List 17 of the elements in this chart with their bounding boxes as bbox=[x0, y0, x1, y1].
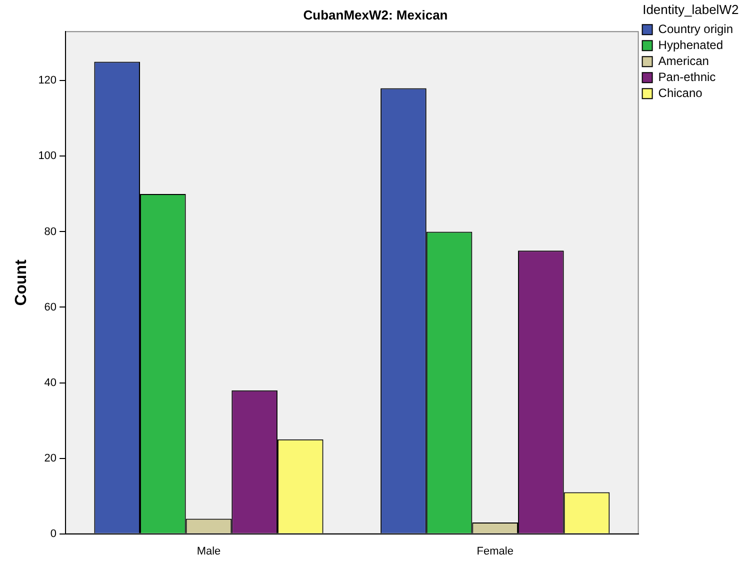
y-axis-title: Count bbox=[13, 258, 30, 306]
y-tick-label: 40 bbox=[44, 376, 57, 389]
legend-label: American bbox=[658, 54, 709, 68]
legend-label: Pan-ethnic bbox=[658, 70, 716, 84]
legend-label: Country origin bbox=[658, 22, 733, 36]
legend-label: Chicano bbox=[658, 86, 703, 100]
y-tick-label: 0 bbox=[50, 528, 57, 540]
y-tick-label: 60 bbox=[44, 301, 57, 314]
x-tick-label: Female bbox=[476, 545, 514, 558]
legend-title: Identity_labelW2 bbox=[642, 2, 739, 18]
legend-label: Hyphenated bbox=[658, 38, 724, 52]
chart-title: CubanMexW2: Mexican bbox=[303, 7, 448, 22]
y-tick-label: 100 bbox=[38, 150, 57, 162]
x-tick-label: Male bbox=[196, 545, 221, 558]
y-tick-label: 120 bbox=[38, 74, 57, 87]
y-tick-label: 80 bbox=[44, 226, 57, 238]
y-tick-label: 20 bbox=[44, 452, 57, 464]
